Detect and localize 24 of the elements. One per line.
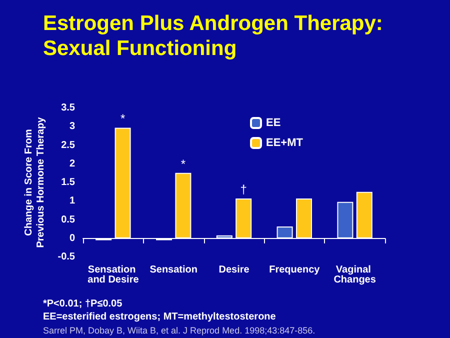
y-tick-label: 1 [69, 196, 76, 207]
y-tick-label: 3 [69, 121, 76, 132]
x-tick-label: Desire [218, 264, 250, 276]
text: *P<0.01; †P≤0.05 [43, 298, 123, 310]
legend-label: EE+MT [266, 137, 304, 149]
x-tick-label: Frequency [269, 264, 320, 276]
y-tick-label: 0.5 [61, 214, 76, 226]
y-axis-title: Change in Score From Previous Hormone Therapy [23, 116, 46, 248]
annotation: † [240, 182, 247, 197]
y-tick-label: 2 [69, 158, 76, 170]
x-tick-label: Sensation and Desire [88, 264, 140, 286]
chart-title: Estrogen Plus Androgen Therapy: Sexual Functioning [43, 12, 383, 60]
y-tick-label: -0.5 [58, 252, 76, 262]
annotation: * [120, 112, 126, 126]
text: Sarrel PM, Dobay B, Wiita B, et al. J Reprod Med. 1998;43:847-856. [43, 326, 316, 336]
x-tick-label: Sensation [150, 264, 198, 276]
y-tick-label: 3.5 [61, 102, 76, 114]
text: EE=esterified estrogens; MT=methyltestosterone [43, 312, 276, 322]
y-tick-label: 0 [69, 232, 76, 244]
annotation: * [180, 156, 186, 171]
y-tick-label: 2.5 [61, 140, 76, 151]
x-tick-label: Vaginal Changes [334, 264, 376, 286]
y-tick-label: 1.5 [61, 177, 76, 188]
legend-label: EE [266, 117, 281, 129]
